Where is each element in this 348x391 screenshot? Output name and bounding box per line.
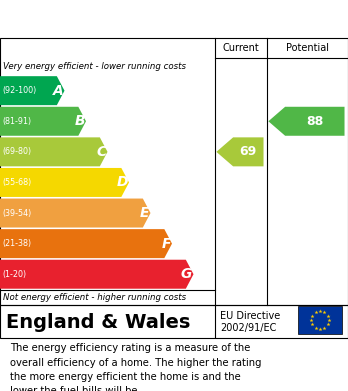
Polygon shape [0, 168, 129, 197]
Polygon shape [0, 107, 86, 136]
Text: C: C [96, 145, 106, 159]
Text: 2002/91/EC: 2002/91/EC [220, 323, 276, 333]
Text: 88: 88 [306, 115, 323, 128]
Text: EU Directive: EU Directive [220, 311, 280, 321]
Polygon shape [0, 137, 108, 166]
Text: G: G [181, 267, 192, 281]
Text: (92-100): (92-100) [3, 86, 37, 95]
Text: B: B [74, 114, 85, 128]
Text: The energy efficiency rating is a measure of the
overall efficiency of a home. T: The energy efficiency rating is a measur… [10, 343, 262, 391]
Text: A: A [53, 84, 63, 98]
Text: (55-68): (55-68) [3, 178, 32, 187]
Text: D: D [116, 176, 128, 190]
Text: (1-20): (1-20) [3, 270, 27, 279]
Text: Potential: Potential [286, 43, 329, 53]
Text: Current: Current [223, 43, 259, 53]
Text: F: F [161, 237, 171, 251]
Polygon shape [216, 137, 263, 166]
Text: 69: 69 [240, 145, 257, 158]
Text: E: E [140, 206, 149, 220]
Polygon shape [0, 260, 193, 289]
Text: England & Wales: England & Wales [6, 312, 190, 332]
Text: Not energy efficient - higher running costs: Not energy efficient - higher running co… [3, 293, 187, 302]
Polygon shape [268, 107, 345, 136]
Text: (39-54): (39-54) [3, 208, 32, 217]
Text: (21-38): (21-38) [3, 239, 32, 248]
Text: (81-91): (81-91) [3, 117, 32, 126]
Bar [298, 306, 342, 334]
Polygon shape [0, 229, 172, 258]
Polygon shape [0, 76, 64, 105]
Text: (69-80): (69-80) [3, 147, 32, 156]
Text: Very energy efficient - lower running costs: Very energy efficient - lower running co… [3, 62, 187, 71]
Polygon shape [0, 199, 150, 228]
Text: Energy Efficiency Rating: Energy Efficiency Rating [10, 10, 239, 28]
